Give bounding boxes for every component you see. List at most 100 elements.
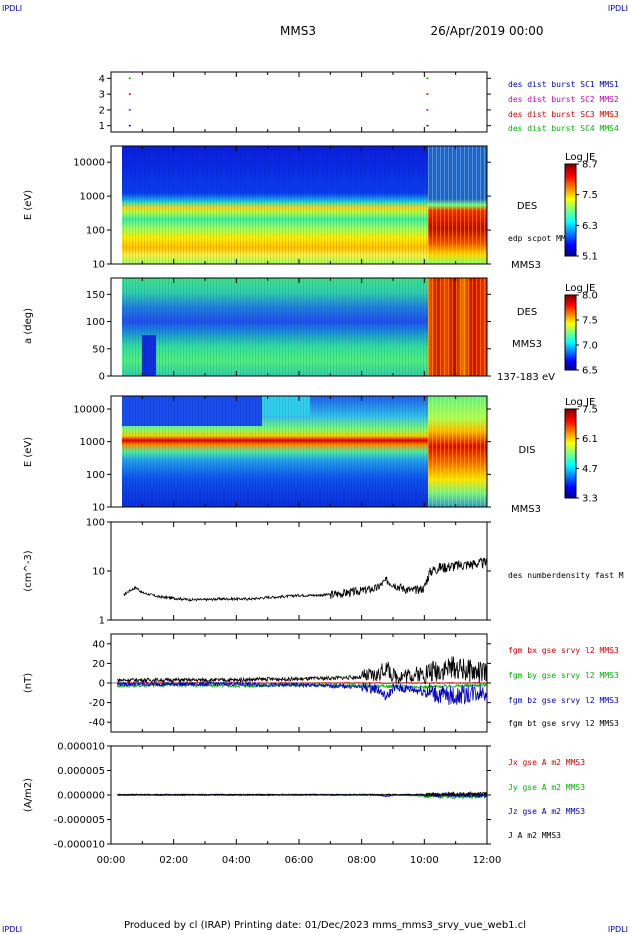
- dis-energy-label: DIS: [519, 445, 536, 456]
- burst-mark-0-0: [128, 124, 131, 127]
- edp-scpot-label: edp scpot MMS3: [508, 234, 576, 243]
- legend-density: des numberdensity fast M: [508, 571, 624, 580]
- bfield-tick-label-3: 20: [92, 659, 105, 670]
- des-energy-ylabel: E (eV): [23, 190, 34, 220]
- colorbar-des-energy-tick-label-3: 8.7: [582, 160, 598, 171]
- des-energy-sc-label: MMS3: [511, 260, 541, 271]
- des-energy-label: DES: [517, 201, 537, 212]
- burst-mark-2-0: [128, 93, 131, 95]
- current-tick-label-1: -0.000005: [54, 815, 105, 826]
- current-tick-label-4: 0.000010: [57, 742, 105, 753]
- corner-label-bottom-left: IPDLI: [2, 925, 22, 934]
- burst-mark-1-0: [128, 109, 131, 111]
- burst-tick-label-3: 4: [99, 74, 105, 85]
- corner-label-top-right: IPDLI: [608, 4, 628, 13]
- des-pitch-tick-label-2: 100: [86, 317, 105, 328]
- density-line-0: [123, 557, 488, 602]
- bfield-tick-label-2: 0: [99, 679, 105, 690]
- colorbar-des-pitch-tick-label-2: 7.5: [582, 316, 598, 327]
- burst-mark-0-1: [426, 124, 429, 127]
- current-tick-label-2: 0.000000: [57, 791, 105, 802]
- des-pitch-energy-range: 137-183 eV: [497, 372, 555, 383]
- colorbar-des-pitch-bar: [564, 294, 577, 371]
- des-energy-tick-label-1: 100: [86, 226, 105, 237]
- des-pitch-ylabel: a (deg): [23, 308, 34, 344]
- dis-energy-tick-label-0: 10: [92, 503, 105, 514]
- panel-des-pitch: 0 50 100 150 a (deg) DES MMS3 137-183 eV Lo…: [23, 277, 598, 383]
- colorbar-dis-energy-tick-label-2: 6.1: [582, 434, 598, 445]
- burst-tick-label-1: 2: [99, 105, 105, 116]
- des-energy-tick-label-0: 10: [92, 260, 105, 271]
- current-line-3: [117, 790, 488, 798]
- legend-j: J A m2 MMS3: [508, 831, 561, 840]
- panel-current-density: -0.000010 -0.000005 0.000000 0.000005 0.0000…: [23, 742, 585, 851]
- time-tick-label-0: 00:00: [97, 855, 126, 866]
- corner-label-bottom-right: IPDLI: [608, 925, 628, 934]
- dis-energy-tick-label-2: 1000: [80, 437, 105, 448]
- dis-energy-tick-label-1: 100: [86, 470, 105, 481]
- time-tick-label-3: 06:00: [285, 855, 314, 866]
- des-pitch-tick-label-3: 150: [86, 290, 105, 301]
- colorbar-dis-energy-bar: [564, 408, 577, 499]
- colorbar-dis-energy-title: Log JE: [565, 397, 595, 408]
- time-tick-label-2: 04:00: [222, 855, 251, 866]
- panel-des-energy: 10 100 1000 10000 E (eV) DES edp scpot MMS3…: [23, 145, 598, 271]
- bfield-tick-label-1: -20: [89, 698, 105, 709]
- legend-burst-sc2: des dist burst SC2 MMS2: [508, 95, 619, 104]
- colorbar-des-pitch-tick-label-3: 8.0: [582, 291, 598, 302]
- bfield-tick-label-4: 40: [92, 639, 105, 650]
- time-tick-label-4: 08:00: [347, 855, 376, 866]
- colorbar-des-energy-tick-label-2: 7.5: [582, 190, 598, 201]
- colorbar-dis-energy-tick-label-1: 4.7: [582, 464, 598, 475]
- dis-energy-sc-label: MMS3: [511, 504, 541, 515]
- des-pitch-tick-label-1: 50: [92, 344, 105, 355]
- colorbar-des-energy-tick-label-1: 6.3: [582, 221, 598, 232]
- density-tick-label-0: 1: [99, 616, 105, 627]
- legend-bz: fgm bz gse srvy l2 MMS3: [508, 696, 619, 705]
- colorbar-des-energy-title: Log JE: [565, 152, 595, 163]
- des-pitch-label: DES: [517, 307, 537, 318]
- time-tick-label-6: 12:00: [473, 855, 502, 866]
- time-axis: 00:00 02:00 04:00 06:00 08:00 10:00 12:00: [97, 855, 502, 866]
- colorbar-des-pitch-title: Log JE: [565, 283, 595, 294]
- panel-dis-energy: 10 100 1000 10000 E (eV) DIS MMS3 Log JE 3.3…: [23, 395, 598, 515]
- legend-bx: fgm bx gse srvy l2 MMS3: [508, 646, 619, 655]
- bfield-line-3: [117, 656, 488, 685]
- bfield-tick-label-0: -40: [89, 718, 105, 729]
- colorbar-des-pitch-tick-label-1: 7.0: [582, 341, 598, 352]
- burst-mark-1-1: [426, 109, 429, 111]
- panel-magnetic-field: -40 -20 0 20 40 (nT) fgm bx gse srvy l2 MMS3…: [23, 633, 619, 733]
- current-ylabel: (A/m2): [23, 778, 34, 812]
- density-tick-label-1: 10: [92, 567, 105, 578]
- burst-tick-label-0: 1: [99, 121, 105, 132]
- legend-jy: Jy gse A m2 MMS3: [508, 783, 585, 792]
- burst-mark-2-1: [426, 93, 429, 95]
- time-tick-label-5: 10:00: [410, 855, 439, 866]
- burst-mark-3-0: [128, 77, 131, 80]
- footer-credit: Produced by cl (IRAP) Printing date: 01/…: [124, 920, 526, 931]
- des-pitch-tick-label-0: 0: [99, 372, 105, 383]
- burst-mark-3-1: [426, 77, 429, 80]
- colorbar-des-pitch-tick-label-0: 6.5: [582, 366, 598, 377]
- legend-by: fgm by gse srvy l2 MMS3: [508, 671, 619, 680]
- density-ylabel: (cm^-3): [23, 550, 34, 591]
- legend-burst-sc3: des dist burst SC3 MMS3: [508, 110, 619, 119]
- time-tick-label-1: 02:00: [159, 855, 188, 866]
- mission-title: MMS3: [280, 24, 316, 38]
- bfield-ylabel: (nT): [23, 673, 34, 693]
- des-energy-tick-label-2: 1000: [80, 192, 105, 203]
- panel-density: 1 10 100 (cm^-3) des numberdensity fast M: [23, 518, 624, 627]
- corner-label-top-left: IPDLI: [2, 4, 22, 13]
- date-title: 26/Apr/2019 00:00: [430, 24, 543, 38]
- density-tick-label-2: 100: [86, 518, 105, 529]
- dis-energy-ylabel: E (eV): [23, 437, 34, 467]
- colorbar-des-energy-bar: [564, 163, 577, 257]
- current-tick-label-3: 0.000005: [57, 766, 105, 777]
- colorbar-dis-energy-tick-label-3: 7.5: [582, 405, 598, 416]
- des-energy-tick-label-3: 10000: [73, 158, 105, 169]
- colorbar-dis-energy-tick-label-0: 3.3: [582, 494, 598, 505]
- legend-jz: Jz gse A m2 MMS3: [508, 807, 585, 816]
- des-pitch-sc-label: MMS3: [512, 339, 542, 350]
- legend-jx: Jx gse A m2 MMS3: [508, 758, 585, 767]
